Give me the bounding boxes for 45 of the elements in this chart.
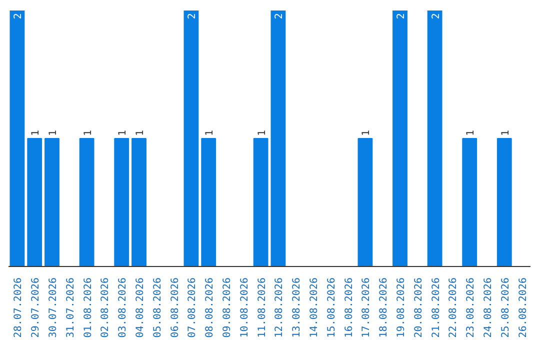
data-label: 2	[396, 13, 407, 20]
x-tick-label: 14.08.2026	[309, 277, 320, 338]
x-tick-label: 08.08.2026	[204, 277, 216, 338]
x-tick-label: 09.08.2026	[222, 277, 233, 338]
x-tick-label: 13.08.2026	[292, 277, 303, 338]
x-tick-label: 05.08.2026	[152, 277, 164, 338]
x-tick-label: 31.07.2026	[65, 277, 76, 338]
x-tick-label: 28.07.2026	[13, 277, 24, 338]
data-label: 1	[466, 130, 477, 136]
x-tick-label: 07.08.2026	[187, 277, 198, 338]
x-tick-label: 02.08.2026	[100, 277, 112, 338]
x-tick-label: 30.07.2026	[48, 277, 59, 338]
data-label: 2	[430, 13, 442, 20]
data-label: 1	[500, 130, 512, 136]
data-label: 1	[256, 130, 268, 136]
data-label: 1	[82, 130, 94, 136]
x-tick-label: 12.08.2026	[274, 277, 286, 338]
data-label: 2	[187, 13, 198, 20]
data-label: 2	[13, 13, 24, 20]
data-label: 1	[30, 130, 42, 136]
x-tick-label: 03.08.2026	[118, 277, 129, 338]
x-tick-label: 06.08.2026	[170, 277, 181, 338]
x-tick-label: 15.08.2026	[326, 277, 338, 338]
x-tick-label: 19.08.2026	[396, 277, 407, 338]
data-label: 1	[118, 130, 129, 136]
x-tick-label: 29.07.2026	[30, 277, 42, 338]
x-tick-label: 01.08.2026	[82, 277, 94, 338]
x-tick-label: 22.08.2026	[448, 277, 460, 338]
data-label: 1	[135, 130, 146, 136]
data-label: 2	[274, 13, 286, 20]
x-tick-label: 21.08.2026	[430, 277, 442, 338]
x-tick-label: 18.08.2026	[378, 277, 390, 338]
x-tick-label: 16.08.2026	[344, 277, 355, 338]
x-tick-label: 20.08.2026	[413, 277, 424, 338]
x-tick-label: 10.08.2026	[239, 277, 250, 338]
x-tick-label: 04.08.2026	[135, 277, 146, 338]
x-tick-label: 26.08.2026	[518, 277, 529, 338]
x-tick-label: 23.08.2026	[466, 277, 477, 338]
data-label: 1	[48, 130, 59, 136]
data-label: 1	[361, 130, 372, 136]
x-tick-label: 11.08.2026	[256, 277, 268, 338]
x-tick-label: 17.08.2026	[361, 277, 372, 338]
data-label: 1	[204, 130, 216, 136]
x-tick-label: 24.08.2026	[483, 277, 494, 338]
x-tick-label: 25.08.2026	[500, 277, 512, 338]
